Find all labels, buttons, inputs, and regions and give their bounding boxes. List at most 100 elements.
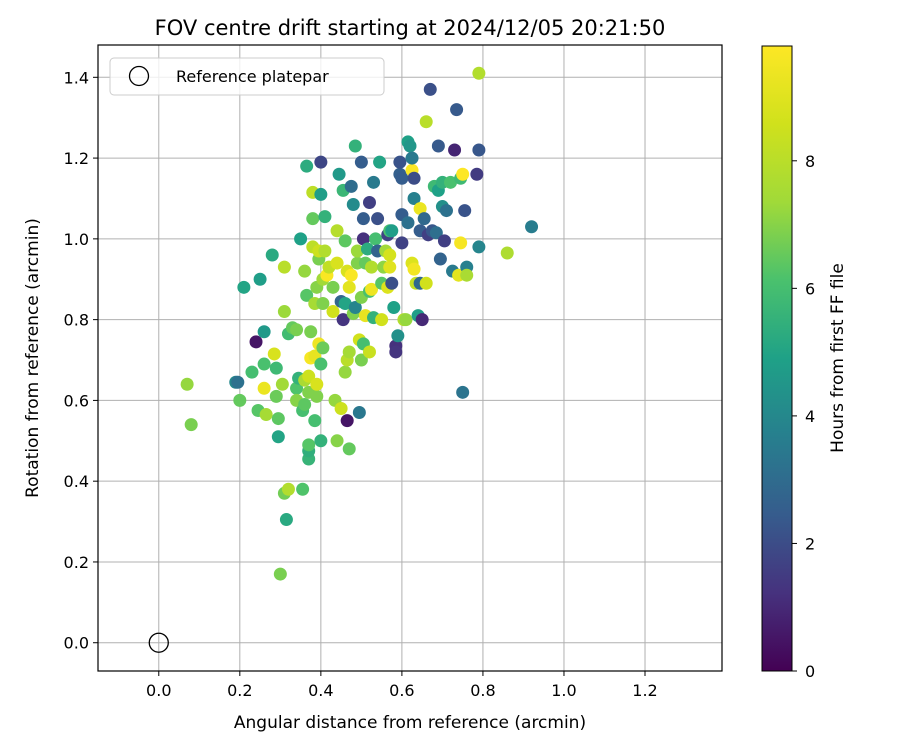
colorbar-label: Hours from first FF file [828,263,848,453]
data-point [344,268,358,282]
data-point [332,167,346,181]
data-point [369,232,383,246]
x-tick-label: 0.0 [146,681,171,700]
data-point [356,232,370,246]
data-point [314,434,328,448]
data-point [290,381,304,395]
x-tick-label: 0.2 [227,681,252,700]
data-point [448,143,462,157]
data-point [281,482,295,496]
data-point [338,296,352,310]
data-point [375,313,389,327]
data-point [267,347,281,361]
data-point [314,187,328,201]
data-point [393,155,407,169]
plot-frame [97,44,723,672]
legend-label: Reference platepar [176,67,329,86]
data-point [277,260,291,274]
legend-box [109,57,385,96]
data-point [346,198,360,212]
data-point [316,341,330,355]
data-point [271,412,285,426]
data-point [302,438,316,452]
data-point [383,260,397,274]
data-point [399,313,413,327]
data-point [269,361,283,375]
data-point [431,139,445,153]
data-point [294,232,308,246]
data-point [257,381,271,395]
data-point [356,212,370,226]
data-point [407,262,421,276]
data-point [300,288,314,302]
colorbar-tick-label: 6 [805,279,815,298]
data-point [419,276,433,290]
data-point [460,268,474,282]
data-point [277,305,291,319]
data-point [249,335,263,349]
data-points [180,66,539,581]
data-point [279,513,293,527]
data-point [257,357,271,371]
x-tick-label: 1.2 [632,681,657,700]
legend: Reference platepar [109,57,385,96]
data-point [304,325,318,339]
colorbar-tick-label: 0 [805,662,815,681]
x-axis-label: Angular distance from reference (arcmin) [234,713,586,733]
data-point [395,171,409,185]
data-point [298,264,312,278]
data-point [330,256,344,270]
data-point [336,313,350,327]
data-point [338,234,352,248]
data-point [401,216,415,230]
x-tick-label: 0.6 [389,681,414,700]
data-point [334,401,348,415]
reference-point [148,632,169,653]
y-tick-label: 0.0 [64,634,89,653]
data-point [470,167,484,181]
data-point [310,389,324,403]
data-point [405,151,419,165]
colorbar-tick-label: 8 [805,152,815,171]
data-point [407,191,421,205]
data-point [362,345,376,359]
data-point [350,244,364,258]
colorbar-ticks: 0 2 4 6 8 [792,152,815,681]
data-point [365,282,379,296]
data-point [269,389,283,403]
data-point [318,210,332,224]
data-point [265,248,279,262]
y-tick-label: 0.4 [64,472,89,491]
data-point [456,167,470,181]
data-point [472,143,486,157]
data-point [417,212,431,226]
data-point [344,179,358,193]
data-point [326,280,340,294]
data-point [259,408,273,422]
data-point [413,202,427,216]
data-point [300,159,314,173]
data-point [407,171,421,185]
x-tick-label: 0.8 [470,681,495,700]
data-point [365,260,379,274]
data-point [338,365,352,379]
y-tick-label: 1.4 [64,68,89,87]
data-point [245,365,259,379]
data-point [257,325,271,339]
data-point [387,301,401,315]
data-point [383,248,397,262]
data-point [500,246,514,260]
data-point [237,280,251,294]
data-point [367,175,381,189]
data-point [415,313,429,327]
data-point [437,234,451,248]
data-point [371,212,385,226]
colorbar-tick-label: 2 [805,534,815,553]
data-point [296,482,310,496]
colorbar-tick-label: 4 [805,407,815,426]
data-point [342,280,356,294]
data-point [253,272,267,286]
data-point [429,226,443,240]
data-point [360,242,374,256]
